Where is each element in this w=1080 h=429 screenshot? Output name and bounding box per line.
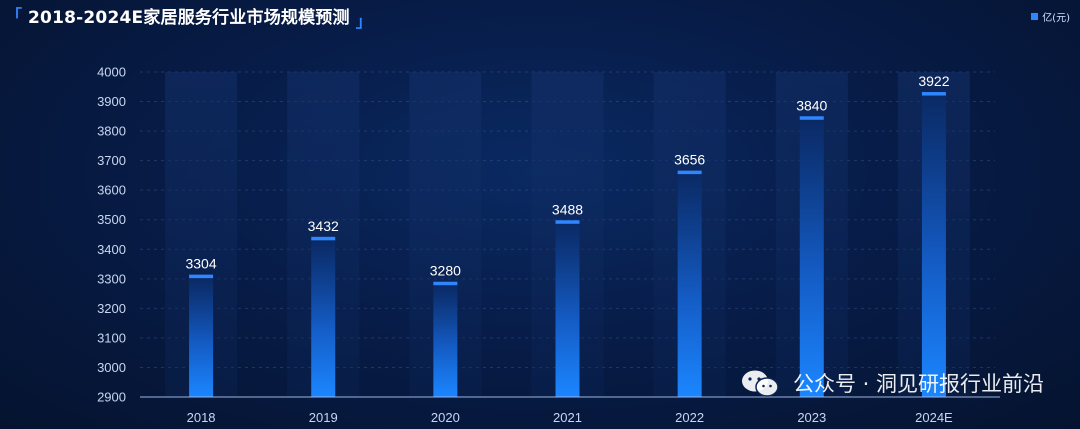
- bar: [677, 173, 702, 397]
- x-tick-label: 2020: [431, 410, 460, 425]
- bar: [799, 119, 824, 397]
- data-label: 3656: [674, 152, 705, 168]
- y-tick-label: 3600: [97, 183, 126, 198]
- watermark: 公众号 · 洞见研报行业前沿: [739, 368, 1044, 398]
- title-bracket-close-icon: 」: [355, 11, 372, 31]
- y-tick-label: 3800: [97, 124, 126, 139]
- legend: 亿(元): [1031, 9, 1070, 24]
- bar-cap: [799, 116, 824, 120]
- bar: [433, 284, 458, 397]
- x-tick-label: 2018: [187, 410, 216, 425]
- y-tick-label: 3900: [97, 94, 126, 109]
- bar-cap: [677, 170, 702, 175]
- legend-label: 亿(元): [1042, 13, 1070, 24]
- x-tick-label: 2022: [675, 410, 704, 425]
- chart-title: 2018-2024E家居服务行业市场规模预测: [28, 8, 350, 28]
- x-tick-label: 2019: [309, 410, 338, 425]
- y-tick-label: 4000: [97, 65, 126, 80]
- chart-title-block: 「 2018-2024E家居服务行业市场规模预测 」: [6, 3, 372, 31]
- y-tick-label: 3700: [97, 153, 126, 168]
- y-tick-label: 3300: [97, 271, 126, 286]
- bar-cap: [189, 274, 214, 279]
- data-label: 3304: [185, 256, 216, 272]
- bar: [189, 277, 214, 397]
- bar-cap: [311, 236, 336, 241]
- x-tick-label: 2021: [553, 410, 582, 425]
- wechat-icon: [741, 370, 779, 397]
- y-tick-label: 3500: [97, 212, 126, 227]
- x-tick-label: 2024E: [915, 410, 953, 425]
- legend-swatch: [1031, 13, 1039, 20]
- data-label: 3432: [308, 218, 339, 234]
- y-tick-label: 3100: [97, 330, 126, 345]
- data-label: 3280: [430, 263, 461, 279]
- title-bracket-open-icon: 「: [6, 5, 23, 25]
- bar-cap: [555, 220, 580, 224]
- watermark-text: 公众号 · 洞见研报行业前沿: [792, 372, 1044, 396]
- bar: [921, 95, 946, 397]
- y-tick-label: 3200: [97, 301, 126, 316]
- bar: [555, 223, 580, 397]
- data-label: 3840: [796, 97, 827, 113]
- data-label: 3488: [552, 201, 583, 217]
- bar-cap: [433, 281, 458, 286]
- y-tick-label: 2900: [97, 390, 126, 405]
- bar: [311, 239, 336, 397]
- x-tick-label: 2023: [797, 410, 826, 425]
- y-tick-label: 3400: [97, 242, 126, 257]
- bar-cap: [921, 92, 946, 96]
- y-tick-label: 3000: [97, 360, 126, 375]
- data-label: 3922: [918, 73, 949, 89]
